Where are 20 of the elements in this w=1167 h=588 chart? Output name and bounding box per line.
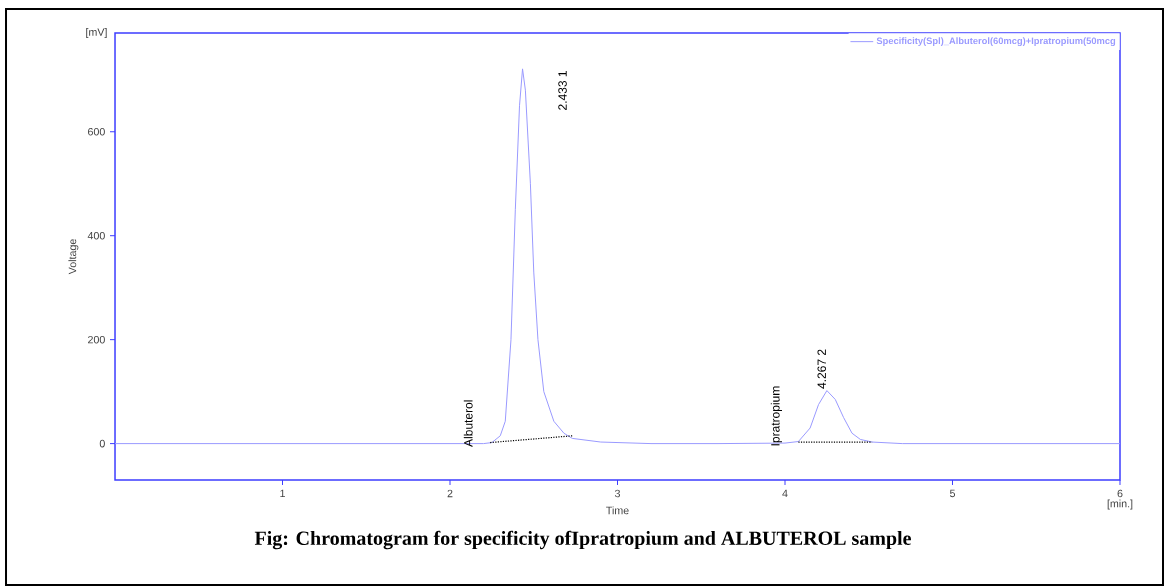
x-tick-label: 1: [280, 489, 285, 498]
text: [min.]: [1107, 499, 1133, 510]
annotation: Albuterol: [463, 400, 473, 447]
annotation: Ipratropium: [770, 386, 782, 446]
annotation: 4.267 2: [817, 349, 826, 389]
x-axis-title: Time: [606, 506, 629, 515]
y-axis-title: Voltage: [68, 239, 79, 275]
y-tick-label: 600: [88, 127, 105, 136]
x-tick-label: 4: [782, 489, 788, 498]
x-tick-label: 6: [1117, 489, 1123, 498]
y-tick-label: 0: [99, 439, 105, 448]
legend-label: Specificity(Spl)_Albuterol(60mcg)+Ipratropium(50mcg: [876, 37, 1116, 47]
x-tick-label: 2: [447, 489, 453, 498]
y-tick-label: 400: [87, 231, 105, 240]
y-tick-label: 200: [88, 335, 105, 344]
x-tick-label: 3: [614, 489, 620, 498]
text: Fig: Chromatogram for specificity ofIpratropium and ALBUTEROL sample: [254, 530, 911, 550]
annotation: 2.433 1: [558, 71, 567, 110]
text: [mV]: [86, 28, 107, 38]
x-tick-label: 5: [949, 489, 956, 498]
